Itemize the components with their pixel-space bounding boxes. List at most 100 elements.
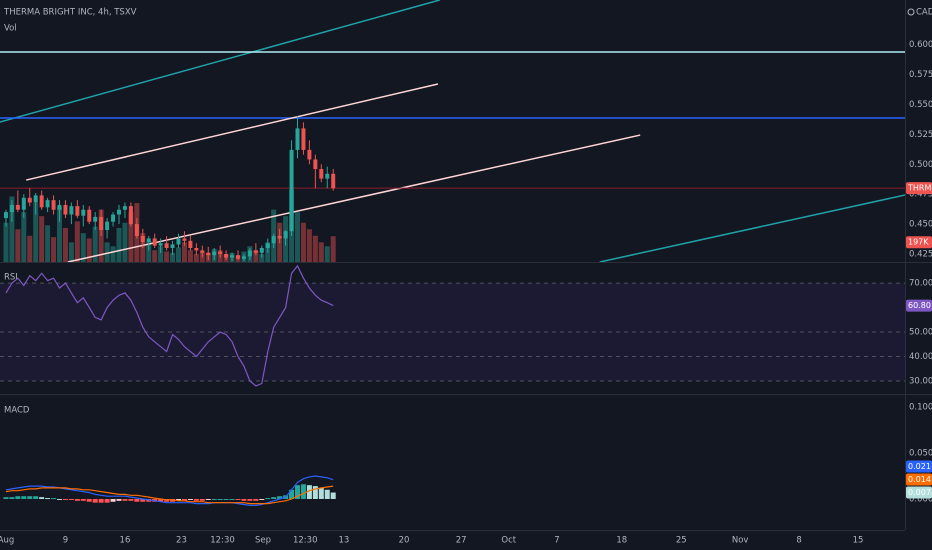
- y-tick-label: 0.500: [909, 160, 932, 170]
- histogram-bar: [158, 498, 164, 502]
- volume-bar: [158, 246, 164, 262]
- volume-bar: [122, 222, 128, 262]
- histogram-bar: [312, 486, 318, 499]
- x-tick-label: 16: [120, 536, 131, 546]
- volume-bar: [306, 229, 312, 262]
- x-tick-label: 23: [176, 536, 187, 546]
- histogram-bar: [9, 497, 15, 499]
- candle-body: [271, 236, 276, 244]
- candle-body: [206, 252, 211, 256]
- candle-body: [57, 204, 62, 210]
- trend-line: [67, 134, 641, 262]
- candle-body: [224, 253, 229, 258]
- volume-bar: [45, 225, 51, 262]
- volume-bar: [152, 250, 158, 262]
- trend-line: [26, 83, 439, 181]
- candle-body: [170, 244, 175, 249]
- candle-body: [236, 255, 241, 259]
- x-tick-label: 12:30: [293, 536, 318, 546]
- candle-body: [265, 243, 270, 249]
- candle-body: [253, 250, 258, 253]
- candle-body: [188, 240, 193, 249]
- candle-body: [194, 248, 199, 251]
- trend-line: [599, 194, 905, 262]
- histogram-bar: [241, 498, 247, 501]
- candle-body: [295, 128, 300, 150]
- histogram-bar: [51, 498, 57, 500]
- candle-body: [212, 251, 217, 256]
- x-tick-label: 25: [676, 536, 687, 546]
- histogram-bar: [33, 496, 39, 499]
- candle-body: [99, 216, 104, 231]
- macd-value-label-box: [906, 486, 932, 499]
- volume-bar: [68, 242, 74, 262]
- histogram-bar: [116, 498, 122, 501]
- volume-bar: [181, 242, 187, 262]
- candle-body: [164, 243, 169, 249]
- histogram-bar: [324, 489, 330, 499]
- histogram-bar: [21, 496, 27, 499]
- candle-body: [15, 204, 20, 210]
- histogram-bar: [86, 498, 92, 502]
- x-tick-label: Oct: [501, 536, 516, 546]
- symbol-label-box: [906, 182, 932, 195]
- y-tick-label: 0.525: [909, 130, 932, 140]
- candle-body: [283, 231, 288, 239]
- volume-bar: [128, 212, 134, 262]
- volume-bar: [86, 238, 92, 262]
- histogram-bar: [15, 496, 21, 499]
- y-tick-label: 0.000: [909, 494, 932, 504]
- volume-label: 197K: [908, 238, 929, 247]
- histogram-bar: [104, 498, 110, 503]
- candle-body: [21, 197, 26, 210]
- volume-bar: [318, 242, 324, 262]
- currency[interactable]: CAD: [916, 8, 932, 18]
- volume-bar: [3, 222, 9, 262]
- histogram-bar: [193, 498, 199, 501]
- histogram-bar: [128, 498, 134, 501]
- rsi-value-label-box: [906, 299, 932, 312]
- volume-bar: [253, 250, 259, 262]
- volume-bar: [146, 241, 152, 262]
- y-tick-label: 70.00: [909, 279, 932, 289]
- candle-body: [51, 200, 56, 210]
- rsi-title: RSI: [4, 273, 18, 283]
- volume-bar: [51, 237, 57, 262]
- histogram-bar: [235, 498, 241, 500]
- volume-bar: [187, 250, 193, 262]
- volume-bar: [9, 196, 15, 262]
- volume-bar: [80, 233, 86, 262]
- candle-body: [105, 221, 110, 231]
- histogram-bar: [140, 498, 146, 502]
- currency-icon: [907, 8, 915, 16]
- y-tick-label: 0.575: [909, 70, 932, 80]
- histogram-bar: [211, 498, 217, 500]
- y-tick-label: 0.100: [909, 402, 932, 412]
- histogram-bar: [39, 497, 45, 499]
- candle-body: [134, 224, 139, 237]
- histogram-bar: [205, 498, 211, 500]
- x-tick-label: 8: [796, 536, 801, 546]
- x-tick-label: 20: [399, 536, 410, 546]
- histogram-bar: [45, 498, 51, 500]
- candle-body: [313, 159, 318, 170]
- histogram-bar: [181, 498, 187, 501]
- volume-bar: [27, 235, 33, 262]
- histogram-bar: [271, 497, 277, 499]
- x-tick-label: 18: [616, 536, 627, 546]
- y-tick-label: 0.425: [909, 249, 932, 259]
- candle-body: [158, 243, 163, 246]
- macd-title: MACD: [4, 406, 30, 416]
- macd-line: [5, 485, 334, 505]
- x-tick-label: Nov: [732, 536, 749, 546]
- candle-body: [331, 173, 336, 189]
- trend-line: [0, 0, 440, 123]
- histogram-bar: [217, 498, 223, 500]
- candle-body: [87, 209, 92, 222]
- volume-bar: [324, 246, 330, 262]
- histogram-bar: [229, 498, 235, 500]
- volume-title: Vol: [4, 24, 17, 34]
- candle-body: [307, 149, 312, 160]
